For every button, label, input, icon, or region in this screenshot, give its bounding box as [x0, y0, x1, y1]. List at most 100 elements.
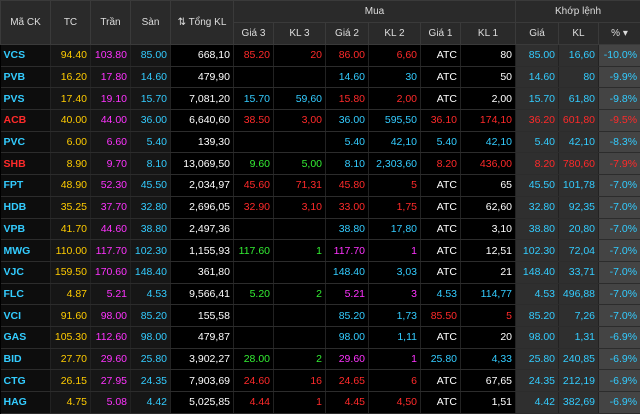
cell: 19.10	[90, 87, 131, 111]
cell: 4.45	[325, 391, 369, 414]
cell: 72,04	[558, 239, 600, 262]
cell: 240,85	[558, 348, 600, 371]
cell: 5,025,85	[170, 391, 234, 414]
cell: 33.00	[325, 196, 369, 219]
stock-row[interactable]: CTG 26.15 27.95 24.35 7,903,69 24.60 16 24.65 6 A…	[0, 369, 640, 392]
cell: 5.40	[325, 131, 369, 154]
stock-code: PVC	[0, 131, 51, 154]
stock-row[interactable]: FLC 4.87 5.21 4.53 9,566,41 5.20 2 5.21 3 4.53 114…	[0, 283, 640, 306]
cell: -6.9%	[598, 369, 640, 392]
cell: 3,902,27	[170, 348, 234, 371]
cell: 9.60	[233, 152, 274, 176]
cell: ATC	[420, 66, 461, 89]
cell: 3,00	[273, 109, 326, 132]
cell: ATC	[420, 261, 461, 284]
cell: 85.00	[515, 44, 560, 67]
cell: 12,51	[460, 239, 517, 262]
cell: 139,30	[170, 131, 234, 154]
label: Tổng KL	[188, 17, 227, 28]
cell: 15.80	[325, 87, 369, 111]
cell: 361,80	[170, 261, 234, 284]
stock-row[interactable]: PVB 16.20 17.80 14.60 479,90 14.60 30 ATC 50 14.6…	[0, 66, 640, 89]
cell: 436,00	[460, 152, 517, 176]
stock-code: SHB	[0, 152, 51, 176]
cell: 148.40	[130, 261, 171, 284]
cell: 24.60	[233, 369, 274, 392]
cell: 5	[368, 174, 421, 197]
stock-row[interactable]: VCS 94.40 103.80 85.00 668,10 85.20 20 86.00 6,6…	[0, 44, 640, 67]
rows: VCS 94.40 103.80 85.00 668,10 85.20 20 86.00 6,6…	[0, 44, 640, 414]
stock-row[interactable]: ACB 40.00 44.00 36.00 6,640,60 38.50 3,00 36.00…	[0, 109, 640, 132]
cell: 4.42	[515, 391, 560, 414]
cell: 38.50	[233, 109, 274, 132]
cell: 98.00	[90, 304, 131, 327]
stock-code: VCS	[0, 44, 51, 67]
stock-row[interactable]: BID 27.70 29.60 25.80 3,902,27 28.00 2 29.60 1 25…	[0, 348, 640, 371]
cell: 668,10	[170, 44, 234, 67]
cell: -9.9%	[598, 66, 640, 89]
cell: 85.00	[130, 44, 171, 67]
stock-code: HAG	[0, 391, 51, 414]
cell: 148.40	[325, 261, 369, 284]
cell: ATC	[420, 326, 461, 349]
cell: 32.90	[233, 196, 274, 219]
cell: -7.0%	[598, 174, 640, 197]
cell: 38.80	[325, 218, 369, 241]
stock-row[interactable]: VPB 41.70 44.60 38.80 2,497,36 38.80 17,80 ATC 3…	[0, 218, 640, 241]
cell: 80	[558, 66, 600, 89]
cell: 7,903,69	[170, 369, 234, 392]
cell: -8.3%	[598, 131, 640, 154]
cell: 5	[460, 304, 517, 327]
cell: 38.80	[515, 218, 560, 241]
cell: ATC	[420, 196, 461, 219]
stock-row[interactable]: VCI 91.60 98.00 85.20 155,58 85.20 1,73 85.50 5 8…	[0, 304, 640, 327]
cell: 7,081,20	[170, 87, 234, 111]
cell: 5.20	[233, 283, 274, 306]
stock-code: GAS	[0, 326, 51, 349]
cell: 25.80	[515, 348, 560, 371]
stock-row[interactable]: MWG 110.00 117.70 102.30 1,155,93 117.60 1 117.…	[0, 239, 640, 262]
cell: 27.95	[90, 369, 131, 392]
stock-row[interactable]: HAG 4.75 5.08 4.42 5,025,85 4.44 1 4.45 4,50 ATC 1…	[0, 391, 640, 414]
cell: 2,497,36	[170, 218, 234, 241]
cell: 6,640,60	[170, 109, 234, 132]
cell: 117.70	[90, 239, 131, 262]
cell	[273, 326, 326, 349]
cell	[273, 218, 326, 241]
col-header: Giá 1	[420, 22, 461, 45]
cell: 3,10	[273, 196, 326, 219]
cell: 170.60	[90, 261, 131, 284]
cell: ATC	[420, 174, 461, 197]
cell: 5.21	[90, 283, 131, 306]
cell	[233, 326, 274, 349]
col-header: KL 1	[459, 22, 517, 45]
cell: 94.40	[50, 44, 91, 67]
cell: 98.00	[515, 326, 560, 349]
cell: 1	[368, 239, 421, 262]
stock-code: VCI	[0, 304, 51, 327]
col-header[interactable]: ⇅ Tổng KL	[170, 0, 234, 45]
cell: 5.40	[130, 131, 171, 154]
stock-row[interactable]: HDB 35.25 37.70 32.80 2,696,05 32.90 3,10 33.00…	[0, 196, 640, 219]
cell: 8.10	[130, 152, 171, 176]
stock-code: ACB	[0, 109, 51, 132]
stock-row[interactable]: GAS 105.30 112.60 98.00 479,87 98.00 1,11 ATC 20…	[0, 326, 640, 349]
cell	[273, 261, 326, 284]
cell: 48.90	[50, 174, 91, 197]
cell: 44.60	[90, 218, 131, 241]
stock-row[interactable]: VJC 159.50 170.60 148.40 361,80 148.40 3,03 ATC…	[0, 261, 640, 284]
stock-code: CTG	[0, 369, 51, 392]
stock-row[interactable]: SHB 8.90 9.70 8.10 13,069,50 9.60 5,00 8.10 2,30…	[0, 152, 640, 176]
cell: 382,69	[558, 391, 600, 414]
cell: -6.9%	[598, 348, 640, 371]
col-header[interactable]: % ▾	[598, 22, 640, 45]
cell: -7.0%	[598, 218, 640, 241]
stock-row[interactable]: FPT 48.90 52.30 45.50 2,034,97 45.60 71,31 45.8…	[0, 174, 640, 197]
stock-row[interactable]: PVC 6.00 6.60 5.40 139,30 5.40 42,10 5.40 42,10 5…	[0, 131, 640, 154]
stock-row[interactable]: PVS 17.40 19.10 15.70 7,081,20 15.70 59,60 15.8…	[0, 87, 640, 111]
cell: 4.42	[130, 391, 171, 414]
cell: 595,50	[368, 109, 421, 132]
cell: 37.70	[90, 196, 131, 219]
col-header: Giá	[515, 22, 560, 45]
